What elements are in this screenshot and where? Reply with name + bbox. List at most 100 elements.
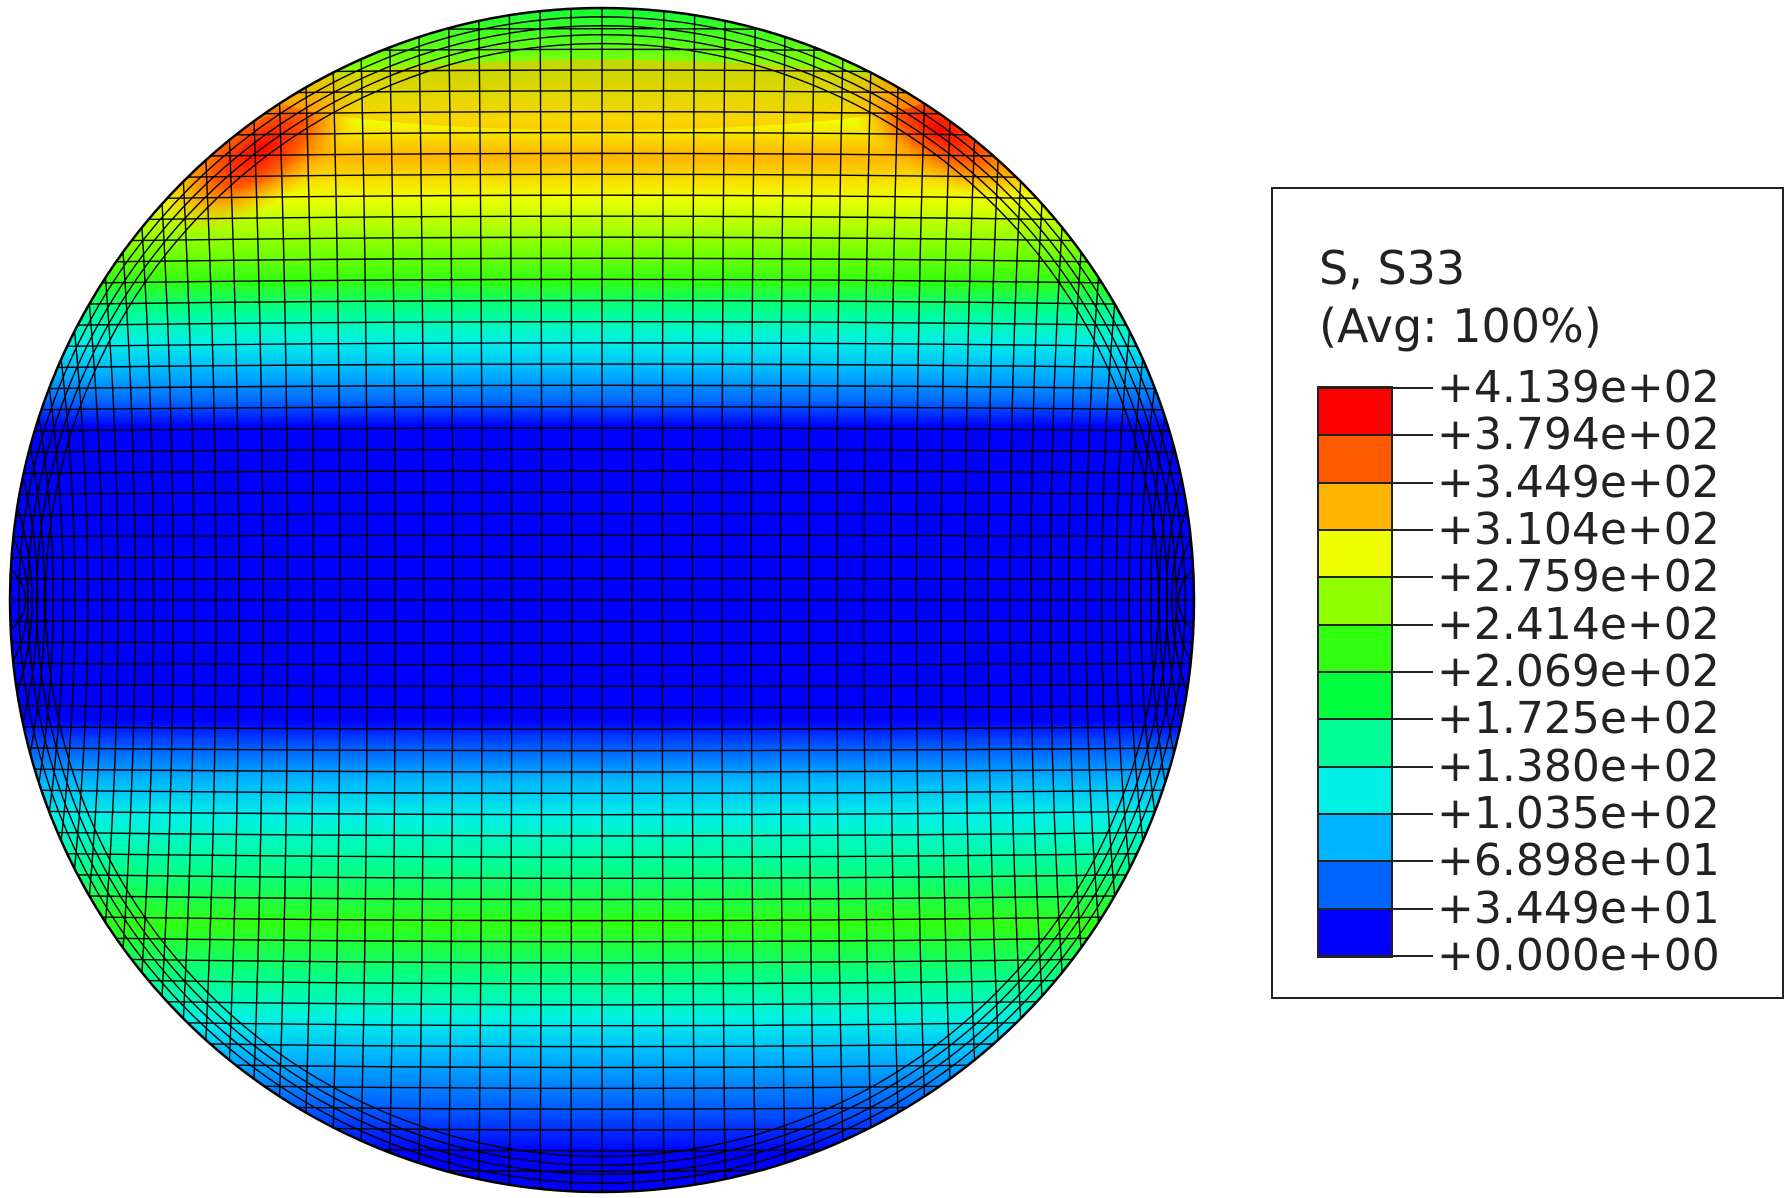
mesh-column-line [1165, 476, 1182, 724]
legend-tick [1319, 765, 1433, 768]
legend-tick [1319, 907, 1433, 910]
mesh-column-line [10, 568, 27, 632]
mesh-column-line [29, 446, 46, 754]
legend-tick [1319, 671, 1433, 673]
mesh-column-line [570, 8, 573, 1192]
legend-swatch [1319, 766, 1391, 814]
mesh-column-line [332, 72, 341, 1128]
mesh-column-line [182, 181, 195, 1019]
mesh-column-line [60, 359, 76, 841]
legend-variable-title: S, S33 [1319, 241, 1466, 295]
mesh-column-line [161, 203, 174, 997]
legend-color-bar [1317, 386, 1393, 958]
mesh-ring-line [44, 42, 1160, 1158]
legend-swatch [1319, 482, 1391, 530]
mesh-column-line [478, 20, 483, 1180]
mesh-column-line [305, 87, 315, 1113]
legend-swatch [1319, 530, 1391, 578]
mesh-column-line [987, 160, 999, 1040]
mesh-column-line [915, 103, 926, 1097]
mesh-column-line [448, 28, 454, 1172]
mesh-column-line [835, 59, 844, 1141]
mesh-column-line [863, 72, 872, 1128]
legend-level-label: +2.759e+02 [1437, 551, 1720, 603]
mesh-column-line [808, 47, 815, 1153]
legend-level-label: +3.449e+01 [1437, 882, 1720, 934]
mesh-column-line [253, 121, 264, 1079]
legend-tick [1319, 481, 1433, 484]
legend-level-label: +6.898e+01 [1437, 835, 1720, 887]
mesh-column-line [539, 11, 543, 1189]
mesh-column-line [278, 103, 289, 1097]
mesh-column-line [205, 160, 217, 1040]
mesh-column-line [721, 20, 726, 1180]
mesh-column-line [1177, 568, 1194, 632]
mesh-column-line [122, 251, 136, 949]
legend-tick [1319, 623, 1433, 626]
mesh-column-line [48, 387, 64, 813]
legend-level-label: +2.069e+02 [1437, 646, 1720, 697]
legend-level-label: +3.794e+02 [1437, 409, 1720, 461]
mesh-column-line [889, 87, 899, 1113]
legend-level-label: +1.725e+02 [1437, 693, 1720, 745]
legend-tick [1319, 387, 1433, 389]
mesh-column-line [1030, 203, 1043, 997]
mesh-column-line [779, 36, 786, 1164]
mesh-column-line [228, 139, 240, 1061]
legend-level-label: +1.035e+02 [1437, 788, 1720, 839]
mesh-column-line [1085, 277, 1100, 923]
legend-averaging-note: (Avg: 100%) [1319, 299, 1602, 353]
legend-level-label: +1.380e+02 [1437, 740, 1720, 792]
mesh-column-line [1101, 303, 1116, 897]
legend-tick [1319, 529, 1433, 531]
mesh-column-line [418, 36, 425, 1164]
mesh-column-line [22, 476, 39, 724]
mesh-column-line [141, 227, 155, 973]
mesh-column-line [940, 121, 951, 1079]
mesh-column-line [1150, 416, 1166, 784]
legend-level-label: +0.000e+00 [1437, 930, 1720, 981]
mesh-ring-line [27, 25, 1177, 1175]
mesh-column-line [1128, 359, 1144, 841]
mesh-column-line [1049, 227, 1063, 973]
mesh-grid [10, 8, 1194, 1192]
mesh-column-line [1158, 446, 1175, 754]
mesh-column-line [691, 15, 696, 1185]
legend-tick [1319, 860, 1433, 863]
legend-swatch [1319, 861, 1391, 909]
mesh-column-line [104, 277, 119, 923]
mesh-column-line [631, 8, 634, 1192]
legend-swatch [1319, 672, 1391, 720]
sphere-outline [8, 6, 1196, 1194]
legend-tick [1319, 955, 1433, 957]
mesh-column-line [1140, 387, 1156, 813]
legend-level-label: +4.139e+02 [1437, 362, 1720, 413]
mesh-ring-line [18, 16, 1186, 1184]
mesh-ring-line [35, 33, 1169, 1167]
mesh-column-line [964, 139, 976, 1061]
legend-level-label: +3.449e+02 [1437, 456, 1720, 508]
legend-swatch [1319, 908, 1391, 956]
mesh-column-line [389, 47, 396, 1153]
mesh-column-line [1009, 181, 1022, 1019]
legend-swatch [1319, 719, 1391, 767]
mesh-column-line [360, 59, 369, 1141]
legend-level-label: +2.414e+02 [1437, 598, 1720, 650]
contour-legend: S, S33 (Avg: 100%) +4.139e+02 +3.794e+02 +… [1271, 187, 1784, 999]
legend-swatch [1319, 624, 1391, 672]
mesh-column-line [508, 15, 513, 1185]
legend-level-label: +3.104e+02 [1437, 504, 1720, 555]
mesh-column-line [750, 28, 756, 1172]
legend-tick [1319, 718, 1433, 721]
legend-swatch [1319, 577, 1391, 625]
mesh-column-line [661, 11, 665, 1189]
mesh-column-line [1068, 251, 1082, 949]
legend-swatch [1319, 814, 1391, 862]
legend-swatch [1319, 388, 1391, 436]
legend-tick [1319, 813, 1433, 815]
legend-tick [1319, 434, 1433, 437]
mesh-column-line [88, 303, 103, 897]
legend-tick [1319, 576, 1433, 579]
legend-swatch [1319, 435, 1391, 483]
